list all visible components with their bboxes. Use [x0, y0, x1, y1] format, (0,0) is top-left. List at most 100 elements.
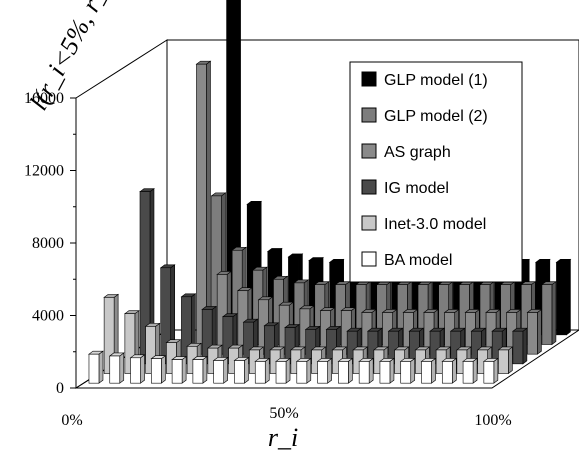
bar-front-face — [196, 63, 207, 355]
bar-5-12 — [337, 357, 354, 384]
bar-front-face — [130, 357, 141, 384]
bar-front-face — [296, 361, 308, 384]
bar-front-face — [151, 358, 162, 384]
bar-front-face — [160, 267, 172, 365]
bar-5-5 — [191, 356, 208, 384]
legend: GLP model (1) GLP model (2) AS graph IG mod… — [349, 61, 523, 283]
x-tick-label-100: 100% — [474, 412, 511, 429]
legend-swatch — [361, 215, 377, 231]
bar-side-face — [410, 357, 416, 384]
bar-5-6 — [212, 356, 229, 384]
bar-side-face — [389, 357, 395, 384]
bar-front-face — [234, 360, 245, 384]
bar-front-face — [181, 296, 192, 365]
y-tick-label: 0 — [56, 380, 64, 397]
bar-side-face — [472, 357, 478, 384]
x-tick-label-0: 0% — [61, 412, 82, 429]
bar-front-face — [512, 330, 524, 365]
bar-0-19 — [555, 258, 572, 336]
y-axis: 0 4000 8000 12000 16000 — [24, 90, 77, 397]
bar-side-face — [566, 258, 571, 336]
legend-swatch — [361, 143, 377, 159]
bar-front-face — [541, 284, 553, 345]
bar-side-face — [537, 308, 542, 355]
bar-front-face — [213, 360, 224, 384]
legend-label: BA model — [384, 252, 452, 269]
bar-side-face — [551, 281, 557, 346]
bar-5-4 — [171, 356, 188, 384]
bar-front-face — [88, 353, 100, 384]
bar-side-face — [98, 350, 104, 384]
bar-5-3 — [150, 355, 167, 384]
bar-front-face — [145, 326, 156, 374]
bar-side-face — [493, 357, 499, 384]
bar-front-face — [109, 355, 121, 384]
bar-5-10 — [295, 357, 312, 384]
bar-front-face — [527, 312, 538, 355]
bar-front-face — [254, 361, 266, 384]
bar-side-face — [431, 357, 436, 384]
bar-5-17 — [441, 357, 458, 384]
bar-front-face — [421, 361, 432, 384]
bar-5-2 — [129, 354, 146, 384]
bar-front-face — [192, 359, 204, 384]
bar-side-face — [161, 355, 166, 384]
x-axis-title: r_i — [268, 423, 298, 452]
bar-5-8 — [254, 357, 271, 384]
legend-label: GLP model (1) — [384, 72, 488, 89]
bar-side-face — [223, 356, 228, 384]
bar-1-19 — [541, 281, 557, 346]
bar-5-14 — [379, 357, 395, 384]
bar-2-19 — [526, 308, 543, 355]
bar-5-9 — [275, 357, 291, 384]
legend-swatch — [361, 107, 377, 123]
x-tick-label-50: 50% — [269, 405, 298, 422]
y-tick-label: 16000 — [24, 90, 64, 107]
legend-swatch — [361, 179, 377, 195]
bar-5-11 — [316, 357, 333, 384]
bar-front-face — [338, 361, 349, 384]
bar-front-face — [441, 361, 453, 384]
legend-label: AS graph — [384, 144, 451, 161]
bar-front-face — [462, 361, 474, 384]
bar-front-face — [498, 349, 509, 374]
bar-3-2 — [159, 264, 176, 365]
bar-5-0 — [88, 350, 104, 384]
bar-side-face — [285, 357, 291, 384]
bar-front-face — [103, 297, 115, 374]
bar-5-1 — [108, 352, 125, 384]
bar-side-face — [522, 327, 528, 365]
y-tick-label: 12000 — [24, 163, 64, 180]
bar-front-face — [358, 361, 370, 384]
legend-label: Inet-3.0 model — [384, 216, 486, 233]
bars-group — [88, 0, 572, 384]
bar-3-4 — [201, 305, 218, 365]
bar-side-face — [119, 352, 125, 384]
bar-front-face — [317, 361, 328, 384]
bar-side-face — [451, 357, 457, 384]
bar-side-face — [306, 357, 312, 384]
bar-front-face — [556, 262, 567, 336]
bar-4-10 — [310, 346, 327, 375]
y-tick-label: 4000 — [32, 308, 64, 325]
bar-5-18 — [462, 357, 478, 384]
bar-side-face — [264, 357, 270, 384]
bar-5-15 — [399, 357, 416, 384]
bar-front-face — [171, 359, 183, 384]
legend-label: GLP model (2) — [384, 108, 488, 125]
bar-side-face — [202, 356, 208, 384]
bar-4-19 — [497, 346, 514, 375]
bar-front-face — [483, 361, 495, 384]
legend-swatch — [361, 251, 377, 267]
bar-side-face — [348, 357, 353, 384]
bar-front-face — [275, 361, 287, 384]
legend-label: IG model — [384, 180, 449, 197]
bar-side-face — [327, 357, 332, 384]
bar-front-face — [124, 313, 136, 374]
bar-side-face — [368, 357, 374, 384]
y-tick-label: 8000 — [32, 235, 64, 252]
bar-side-face — [140, 354, 145, 384]
legend-swatch — [361, 71, 377, 87]
bar-front-face — [379, 361, 391, 384]
